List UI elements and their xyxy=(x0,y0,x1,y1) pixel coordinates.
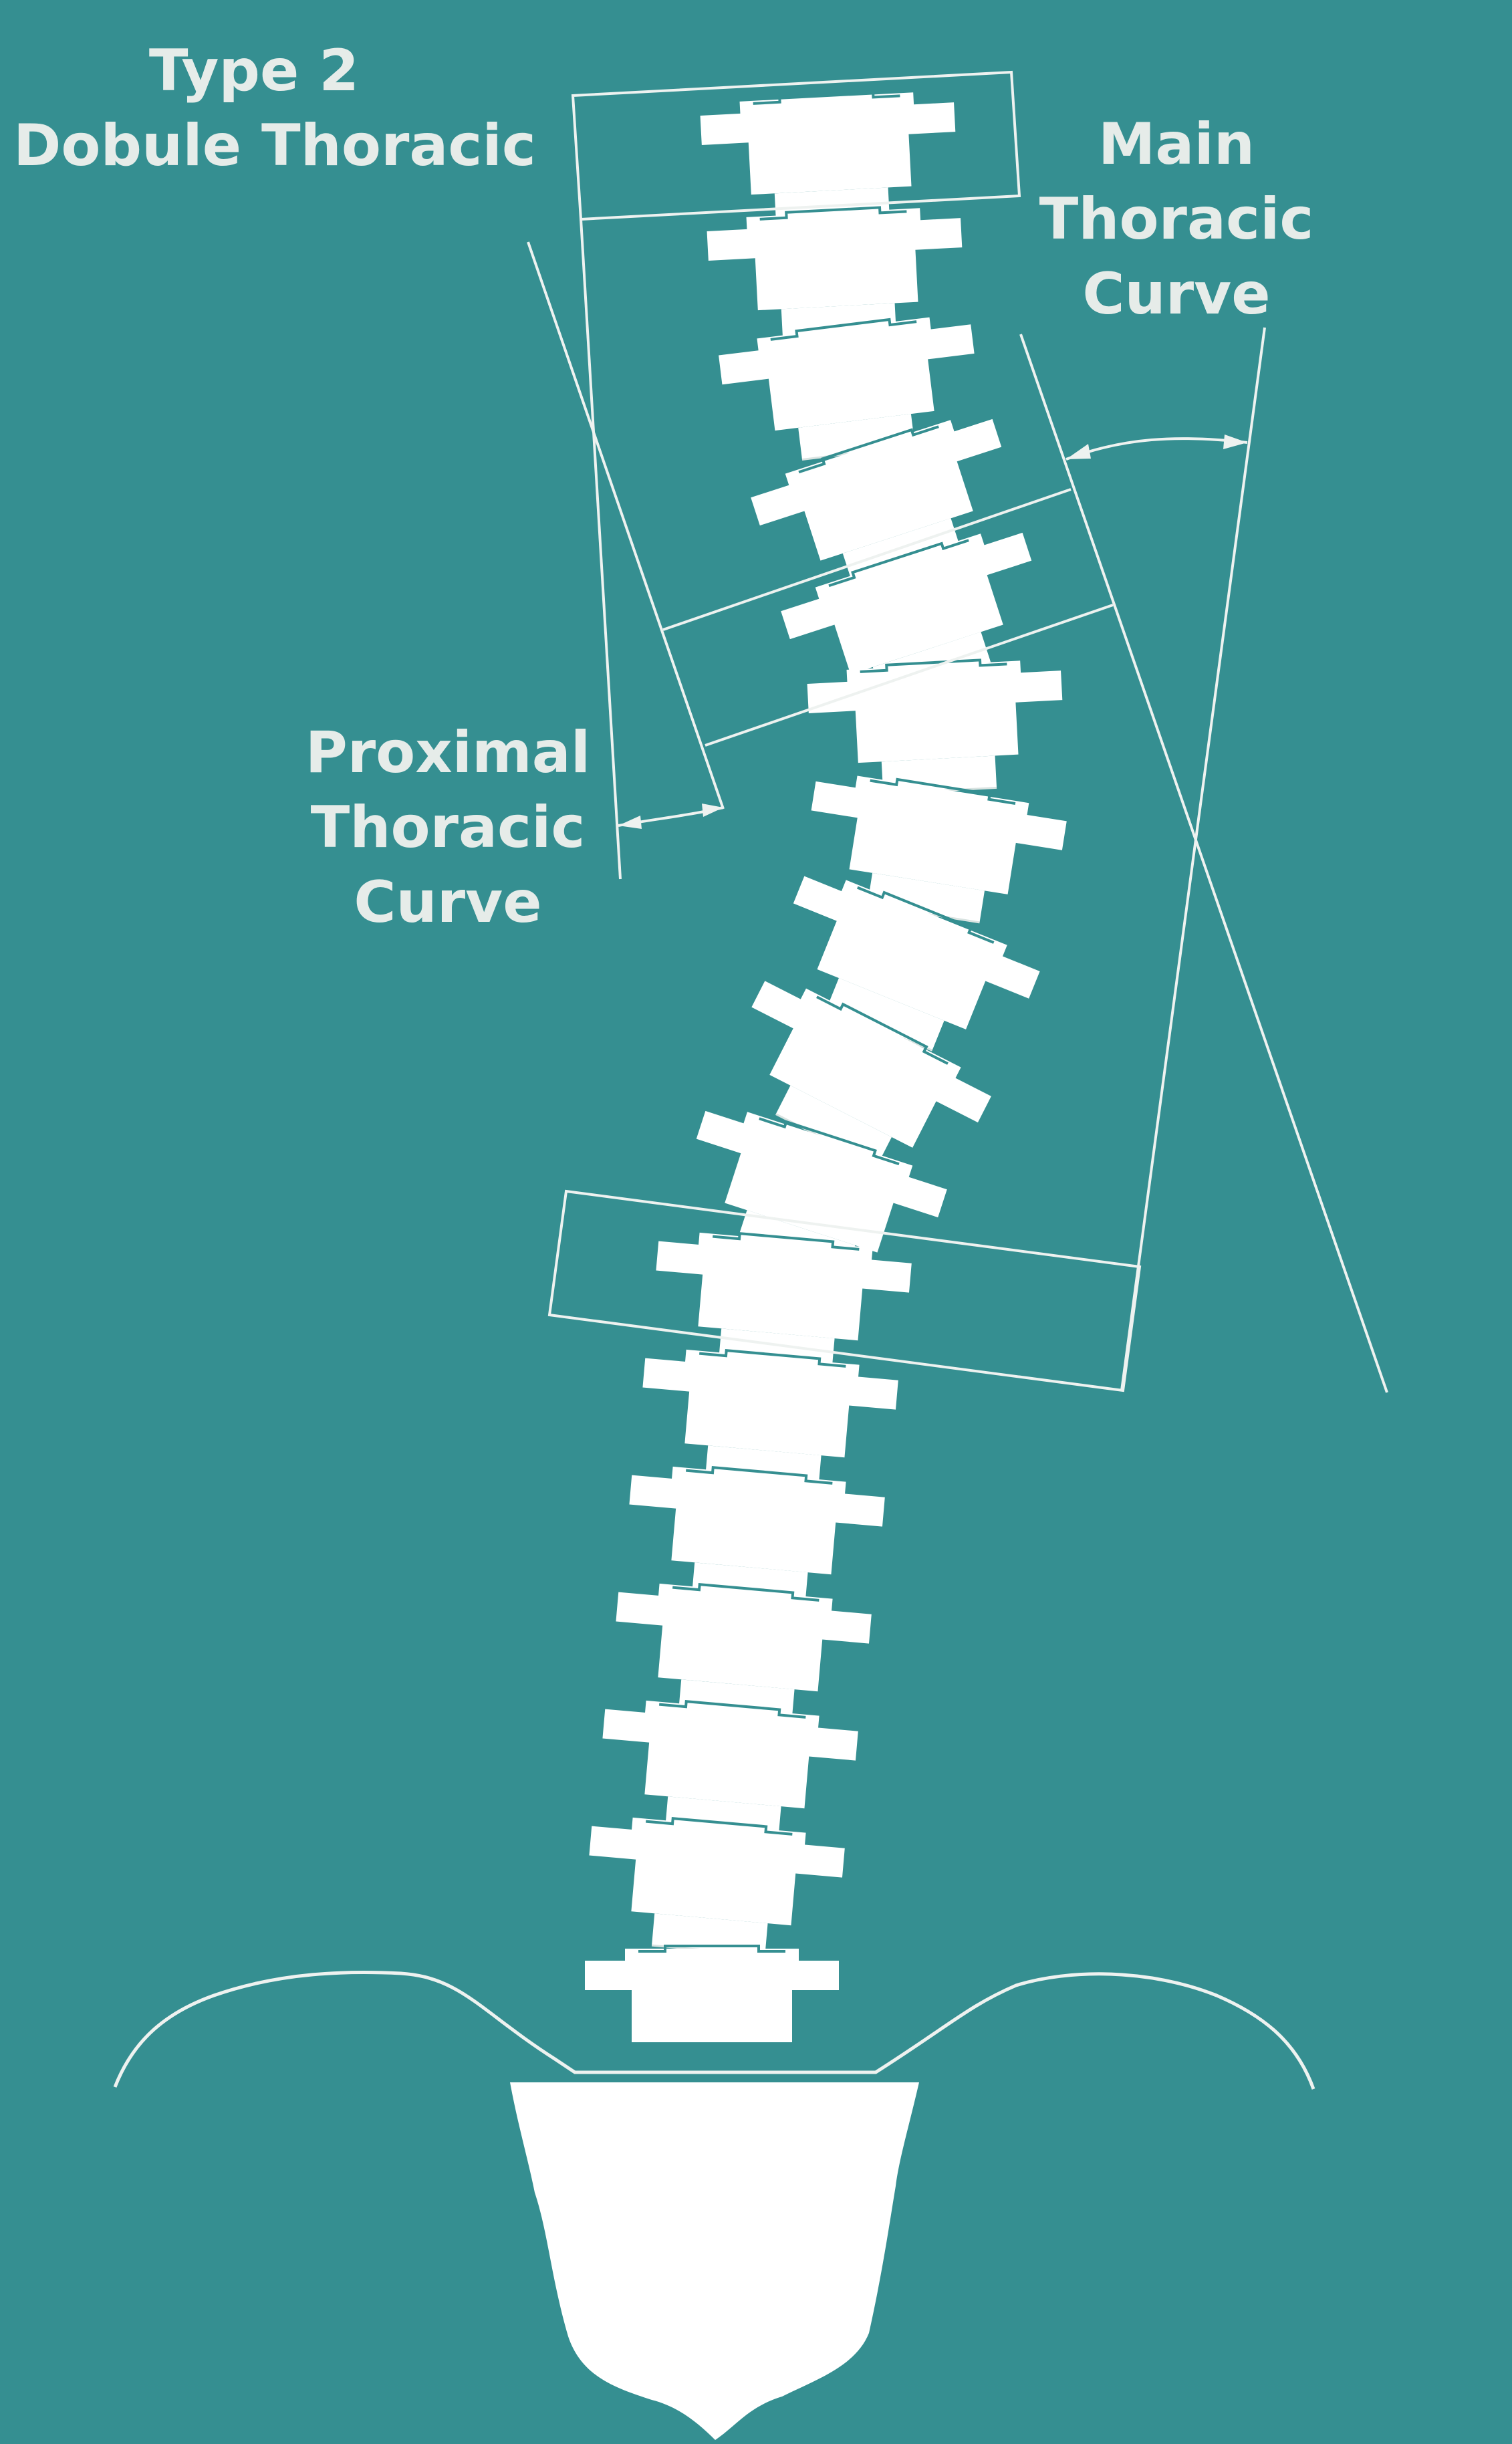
vertebra-body-12 xyxy=(642,1349,898,1458)
title-line-1: Type 2 xyxy=(148,37,360,104)
endplate-16 xyxy=(645,1817,793,1836)
disc-6 xyxy=(881,755,997,794)
proximal-top-endplate-box xyxy=(571,70,1021,221)
endplate-3 xyxy=(770,318,917,341)
main-thoracic-curve-label: Main Thoracic Curve xyxy=(1029,107,1324,332)
endplate-15 xyxy=(658,1700,806,1719)
vertebra-body-17 xyxy=(585,1949,839,2042)
vertebra-body-9 xyxy=(751,981,991,1148)
main-right-perpendicular xyxy=(1120,327,1266,1391)
vertebra-body-6 xyxy=(807,660,1063,763)
prox-curve-line-2: Thoracic xyxy=(310,794,586,861)
disc-7 xyxy=(867,872,985,923)
main-arc-arrow-right xyxy=(1223,435,1247,449)
iliac-crest-line xyxy=(113,1971,1315,2090)
endplate-2 xyxy=(759,206,907,221)
diagram-title: Type 2 Dobule Thoracic xyxy=(13,33,536,183)
endplate-6 xyxy=(860,658,1007,673)
main-curve-line-2: Thoracic xyxy=(1039,186,1314,253)
endplate-14 xyxy=(672,1583,820,1602)
pelvis xyxy=(113,1971,1315,2440)
vertebra-body-1 xyxy=(700,92,956,195)
vertebra-body-16 xyxy=(589,1817,845,1926)
vertebra-7 xyxy=(811,775,1067,924)
endplate-10 xyxy=(759,1117,900,1166)
main-upper-endplate xyxy=(705,604,1114,747)
title-line-2: Dobule Thoracic xyxy=(13,112,536,179)
vertebra-body-14 xyxy=(616,1583,872,1692)
main-arc-arrow-left xyxy=(1066,444,1091,459)
main-curve-line-3: Curve xyxy=(1082,261,1271,328)
vertebra-body-10 xyxy=(696,1110,947,1253)
endplate-5 xyxy=(828,539,969,588)
spine xyxy=(585,90,1067,2042)
disc-4 xyxy=(842,518,961,584)
endplate-1 xyxy=(753,90,900,105)
endplate-17 xyxy=(638,1945,785,1953)
vertebra-body-13 xyxy=(629,1466,885,1575)
prox-curve-line-3: Curve xyxy=(354,869,542,936)
main-bottom-endplate-box xyxy=(547,1189,1142,1392)
vertebra-body-11 xyxy=(656,1232,912,1341)
endplate-13 xyxy=(685,1466,833,1485)
vertebra-17 xyxy=(585,1945,839,2042)
main-diagonal xyxy=(1019,334,1388,1393)
endplate-11 xyxy=(712,1232,860,1251)
endplate-8 xyxy=(856,886,995,944)
vertebra-body-2 xyxy=(707,208,963,311)
cobb-measurement-lines xyxy=(527,70,1388,1393)
vertebra-body-15 xyxy=(602,1700,858,1809)
vertebra-body-8 xyxy=(793,876,1040,1029)
proximal-lower-endplate xyxy=(662,488,1072,631)
proximal-diagonal xyxy=(527,241,725,810)
prox-curve-line-1: Proximal xyxy=(305,719,591,786)
vertebra-body-4 xyxy=(751,418,1002,561)
vertebra-13 xyxy=(629,1466,885,1606)
endplate-12 xyxy=(699,1349,846,1368)
vertebra-body-7 xyxy=(811,775,1067,894)
prox-arc-arrow-right xyxy=(702,804,723,817)
vertebra-body-5 xyxy=(781,532,1032,675)
proximal-left-perpendicular xyxy=(580,219,622,880)
vertebra-15 xyxy=(602,1700,858,1840)
endplate-7 xyxy=(870,777,1016,805)
disc-8 xyxy=(826,978,944,1051)
endplate-4 xyxy=(798,425,939,474)
vertebra-body-3 xyxy=(719,317,975,431)
proximal-thoracic-curve-label: Proximal Thoracic Curve xyxy=(294,715,602,940)
main-curve-line-1: Main xyxy=(1098,111,1255,178)
endplate-9 xyxy=(816,995,949,1065)
prox-arc-arrow-left xyxy=(618,816,642,829)
sacrum xyxy=(510,2082,919,2440)
